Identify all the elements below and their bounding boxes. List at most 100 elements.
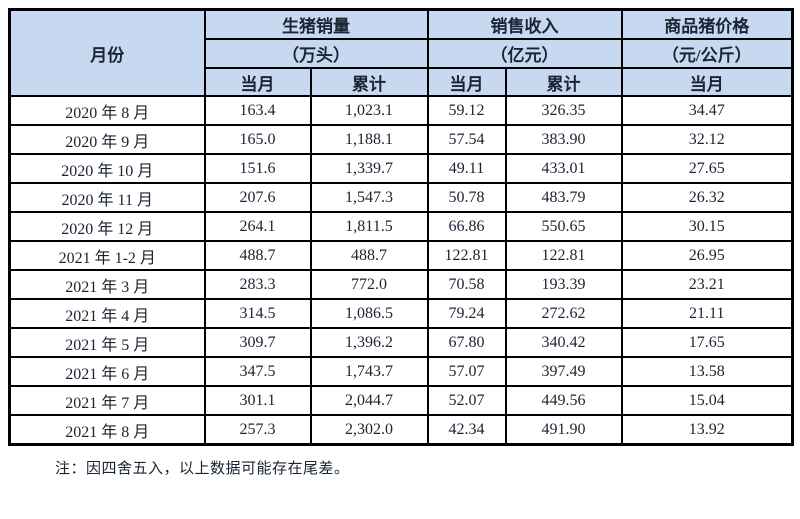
cell-revenue-cumulative: 326.35: [504, 95, 623, 126]
cell-price-month: 30.15: [620, 211, 794, 242]
unit-revenue: （亿元）: [426, 38, 623, 69]
cell-revenue-cumulative: 397.49: [504, 356, 623, 387]
cell-month: 2021 年 4 月: [8, 298, 206, 329]
cell-price-month: 32.12: [620, 124, 794, 155]
table-row: 2021 年 3 月 283.3 772.0 70.58 193.39 23.2…: [8, 269, 794, 300]
table-row: 2021 年 6 月 347.5 1,743.7 57.07 397.49 13…: [8, 356, 794, 387]
cell-volume-cumulative: 772.0: [309, 269, 429, 300]
table-row: 2021 年 7 月 301.1 2,044.7 52.07 449.56 15…: [8, 385, 794, 416]
unit-price: （元/公斤）: [620, 38, 794, 69]
cell-volume-month: 165.0: [203, 124, 312, 155]
cell-volume-month: 283.3: [203, 269, 312, 300]
cell-price-month: 13.58: [620, 356, 794, 387]
table-header: 月份 生猪销量 销售收入 商品猪价格 （万头） （亿元） （元/公斤） 当月 累…: [8, 8, 794, 97]
subcol-volume-month: 当月: [203, 67, 312, 97]
subcol-revenue-month: 当月: [426, 67, 507, 97]
cell-revenue-cumulative: 491.90: [504, 414, 623, 446]
cell-month: 2020 年 9 月: [8, 124, 206, 155]
cell-month: 2021 年 8 月: [8, 414, 206, 446]
table-row: 2021 年 4 月 314.5 1,086.5 79.24 272.62 21…: [8, 298, 794, 329]
cell-revenue-cumulative: 122.81: [504, 240, 623, 271]
cell-volume-cumulative: 2,302.0: [309, 414, 429, 446]
cell-volume-cumulative: 1,339.7: [309, 153, 429, 184]
cell-month: 2020 年 12 月: [8, 211, 206, 242]
cell-price-month: 34.47: [620, 95, 794, 126]
subcol-price-month: 当月: [620, 67, 794, 97]
cell-volume-month: 151.6: [203, 153, 312, 184]
table-row: 2020 年 9 月 165.0 1,188.1 57.54 383.90 32…: [8, 124, 794, 155]
cell-month: 2020 年 10 月: [8, 153, 206, 184]
cell-price-month: 27.65: [620, 153, 794, 184]
document-page: 月份 生猪销量 销售收入 商品猪价格 （万头） （亿元） （元/公斤） 当月 累…: [8, 8, 794, 477]
cell-volume-cumulative: 1,743.7: [309, 356, 429, 387]
cell-price-month: 15.04: [620, 385, 794, 416]
cell-month: 2021 年 5 月: [8, 327, 206, 358]
cell-volume-month: 264.1: [203, 211, 312, 242]
header-row-titles: 月份 生猪销量 销售收入 商品猪价格: [8, 8, 794, 97]
cell-month: 2021 年 7 月: [8, 385, 206, 416]
cell-volume-cumulative: 1,023.1: [309, 95, 429, 126]
table-body: 2020 年 8 月 163.4 1,023.1 59.12 326.35 34…: [8, 95, 794, 446]
cell-price-month: 23.21: [620, 269, 794, 300]
column-header-month: 月份: [8, 8, 206, 97]
cell-revenue-month: 66.86: [426, 211, 507, 242]
cell-volume-month: 314.5: [203, 298, 312, 329]
cell-revenue-month: 70.58: [426, 269, 507, 300]
cell-month: 2021 年 3 月: [8, 269, 206, 300]
cell-month: 2020 年 8 月: [8, 95, 206, 126]
footnote: 注：因四舍五入，以上数据可能存在尾差。: [55, 461, 350, 477]
cell-month: 2020 年 11 月: [8, 182, 206, 213]
column-group-volume: 生猪销量: [203, 8, 429, 40]
table-row: 2020 年 11 月 207.6 1,547.3 50.78 483.79 2…: [8, 182, 794, 213]
cell-price-month: 26.32: [620, 182, 794, 213]
cell-volume-month: 207.6: [203, 182, 312, 213]
table-row: 2020 年 8 月 163.4 1,023.1 59.12 326.35 34…: [8, 95, 794, 126]
cell-volume-cumulative: 488.7: [309, 240, 429, 271]
cell-revenue-month: 59.12: [426, 95, 507, 126]
cell-revenue-cumulative: 340.42: [504, 327, 623, 358]
cell-revenue-month: 79.24: [426, 298, 507, 329]
cell-revenue-month: 57.07: [426, 356, 507, 387]
cell-revenue-cumulative: 550.65: [504, 211, 623, 242]
cell-volume-month: 163.4: [203, 95, 312, 126]
cell-volume-cumulative: 1,086.5: [309, 298, 429, 329]
cell-revenue-month: 52.07: [426, 385, 507, 416]
cell-revenue-month: 50.78: [426, 182, 507, 213]
cell-volume-month: 301.1: [203, 385, 312, 416]
cell-volume-cumulative: 1,811.5: [309, 211, 429, 242]
cell-volume-cumulative: 1,396.2: [309, 327, 429, 358]
subcol-revenue-cumulative: 累计: [504, 67, 623, 97]
cell-revenue-cumulative: 449.56: [504, 385, 623, 416]
cell-volume-month: 488.7: [203, 240, 312, 271]
table-row: 2021 年 5 月 309.7 1,396.2 67.80 340.42 17…: [8, 327, 794, 358]
column-group-revenue: 销售收入: [426, 8, 623, 40]
header-row-subcolumns: 当月 累计 当月 累计 当月: [10, 67, 794, 97]
cell-month: 2021 年 1-2 月: [8, 240, 206, 271]
cell-volume-month: 257.3: [203, 414, 312, 446]
subcol-volume-cumulative: 累计: [309, 67, 429, 97]
table-row: 2021 年 1-2 月 488.7 488.7 122.81 122.81 2…: [8, 240, 794, 271]
cell-revenue-cumulative: 193.39: [504, 269, 623, 300]
cell-revenue-cumulative: 383.90: [504, 124, 623, 155]
cell-price-month: 17.65: [620, 327, 794, 358]
table-row: 2021 年 8 月 257.3 2,302.0 42.34 491.90 13…: [8, 414, 794, 446]
cell-volume-cumulative: 2,044.7: [309, 385, 429, 416]
cell-price-month: 26.95: [620, 240, 794, 271]
cell-revenue-cumulative: 272.62: [504, 298, 623, 329]
cell-price-month: 21.11: [620, 298, 794, 329]
cell-revenue-month: 67.80: [426, 327, 507, 358]
cell-volume-month: 309.7: [203, 327, 312, 358]
cell-price-month: 13.92: [620, 414, 794, 446]
table-row: 2020 年 12 月 264.1 1,811.5 66.86 550.65 3…: [8, 211, 794, 242]
cell-volume-cumulative: 1,547.3: [309, 182, 429, 213]
cell-volume-cumulative: 1,188.1: [309, 124, 429, 155]
header-row-units: （万头） （亿元） （元/公斤）: [10, 38, 794, 69]
cell-revenue-month: 42.34: [426, 414, 507, 446]
column-group-price: 商品猪价格: [620, 8, 794, 40]
cell-month: 2021 年 6 月: [8, 356, 206, 387]
table-row: 2020 年 10 月 151.6 1,339.7 49.11 433.01 2…: [8, 153, 794, 184]
cell-volume-month: 347.5: [203, 356, 312, 387]
unit-volume: （万头）: [203, 38, 429, 69]
cell-revenue-month: 122.81: [426, 240, 507, 271]
cell-revenue-month: 49.11: [426, 153, 507, 184]
